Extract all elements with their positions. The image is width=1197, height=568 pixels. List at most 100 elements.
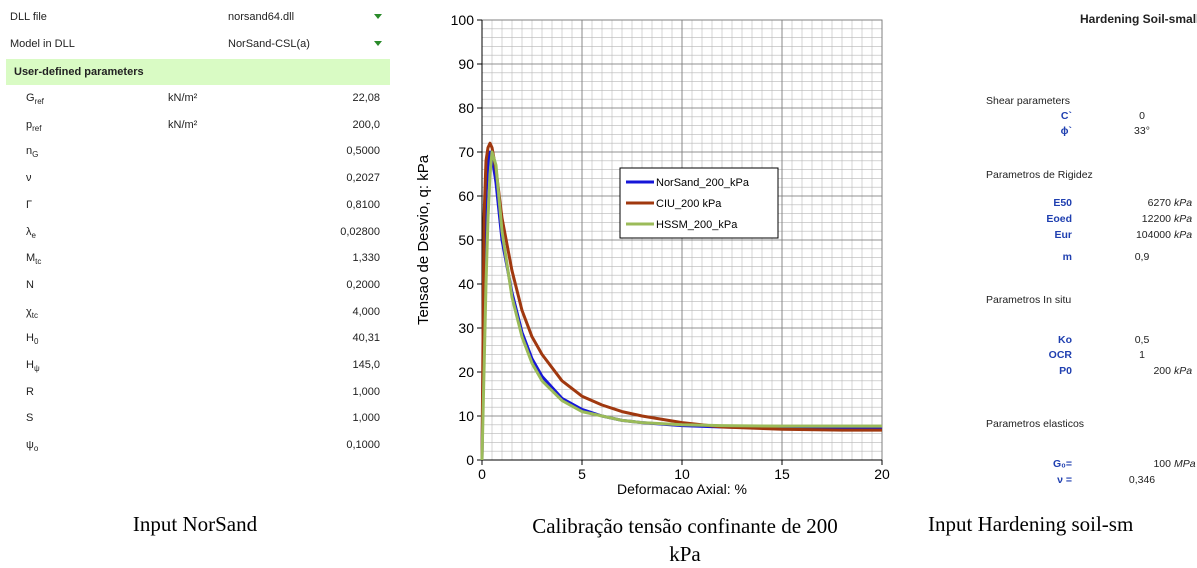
param-symbol: S — [26, 412, 34, 425]
param-name: Hψ — [26, 359, 40, 373]
x-axis-title: Deformacao Axial: % — [617, 481, 747, 497]
param-name: C` — [1060, 110, 1072, 122]
param-value: 0,02800 — [340, 225, 380, 238]
param-unit: kPa — [1174, 365, 1193, 377]
legend-label: HSSM_200_kPa — [656, 219, 738, 231]
param-name: OCR — [1048, 349, 1072, 361]
param-symbol: χ — [26, 305, 32, 318]
section-title: Parametros In situ — [986, 294, 1072, 306]
param-value: 22,08 — [352, 92, 380, 104]
param-subscript: G — [32, 150, 39, 160]
series-line — [480, 150, 882, 461]
param-value: 0,8100 — [346, 198, 380, 211]
param-value: 0,5 — [1134, 334, 1150, 346]
param-unit: kN/m² — [168, 92, 198, 104]
y-tick-label: 20 — [458, 364, 474, 380]
y-tick-label: 50 — [458, 232, 474, 248]
param-value: 0,346 — [1128, 474, 1156, 486]
x-tick-label: 0 — [478, 466, 486, 482]
param-name: ν — [26, 172, 32, 184]
param-value: 0,1000 — [346, 439, 380, 452]
param-name: χtc — [26, 306, 38, 320]
param-value: 104000 — [1135, 229, 1171, 241]
param-name: Γ — [26, 199, 32, 211]
param-value: 0,9 — [1134, 251, 1150, 263]
param-symbol: λ — [26, 225, 32, 238]
param-symbol: R — [26, 385, 34, 398]
param-name: S — [26, 412, 33, 424]
param-symbol: ψ — [26, 439, 34, 452]
param-name: ν = — [1057, 474, 1072, 486]
param-subscript: ref — [34, 97, 44, 107]
y-tick-label: 0 — [466, 452, 474, 468]
param-value: 1 — [1139, 349, 1145, 361]
param-subscript: e — [31, 230, 36, 240]
param-value: 0 — [1139, 110, 1145, 122]
param-value: 0,2027 — [346, 172, 380, 185]
param-value: 200 — [1153, 365, 1171, 377]
label: DLL file — [10, 11, 47, 23]
param-name: m — [1062, 251, 1072, 263]
param-unit: kPa — [1174, 197, 1193, 209]
y-tick-label: 80 — [458, 100, 474, 116]
param-value: 1,000 — [352, 385, 380, 398]
section-header: User-defined parameters — [6, 59, 390, 85]
param-name: P0 — [1059, 365, 1072, 377]
param-subscript: tc — [35, 257, 42, 267]
param-value: 1,000 — [352, 412, 380, 425]
dropdown-value[interactable]: norsand64.dll — [228, 11, 295, 23]
caption: Calibração tensão confinante de 200 kPa — [532, 514, 838, 566]
x-tick-label: 15 — [774, 466, 790, 482]
chart: 0 5 10 15 20 0 10 20 30 40 50 60 70 80 90 100 Deformacao… — [415, 12, 890, 497]
param-subscript: tc — [31, 310, 39, 320]
param-value: 100 — [1153, 458, 1171, 470]
y-tick-label: 40 — [458, 276, 474, 292]
param-name: E50 — [1053, 197, 1072, 209]
param-value: 40,31 — [352, 332, 380, 345]
param-value: 6270 — [1147, 197, 1171, 209]
param-name: Mtc — [26, 252, 41, 266]
param-unit: kN/m² — [168, 118, 198, 131]
x-tick-label: 10 — [674, 466, 690, 482]
param-value: 33° — [1134, 125, 1150, 137]
legend-label: CIU_200 kPa — [656, 198, 722, 210]
section-title: Parametros de Rigidez — [986, 169, 1093, 181]
caption: Input NorSand — [132, 512, 258, 536]
param-value: 1,330 — [352, 252, 380, 265]
caption: Input Hardening soil-sm — [928, 512, 1134, 536]
param-name: Eur — [1054, 229, 1072, 241]
y-tick-label: 100 — [451, 12, 475, 28]
param-subscript: o — [33, 444, 39, 454]
param-name: Gref — [26, 92, 44, 106]
dropdown-value[interactable]: NorSand-CSL(a) — [228, 38, 310, 50]
x-tick-label: 20 — [874, 466, 890, 482]
y-tick-label: 90 — [458, 56, 474, 72]
param-symbol: H — [26, 332, 34, 345]
param-symbol: G — [26, 92, 35, 104]
param-symbol: p — [26, 118, 33, 131]
param-name: ϕ` — [1060, 125, 1072, 137]
param-subscript: ref — [32, 123, 42, 133]
param-symbol: ν — [26, 172, 32, 185]
y-tick-label: 10 — [458, 408, 474, 424]
panel-title: Hardening Soil-small — [1080, 12, 1197, 26]
param-symbol: N — [26, 278, 34, 291]
param-value: 145,0 — [352, 359, 380, 371]
section-title: Parametros elasticos — [986, 418, 1085, 430]
param-name: R — [26, 386, 34, 398]
y-tick-label: 60 — [458, 188, 474, 204]
param-name: Eoed — [1046, 213, 1072, 225]
param-unit: MPa — [1174, 458, 1196, 470]
param-name: Ko — [1058, 334, 1072, 346]
dropdown-arrow[interactable] — [374, 14, 382, 19]
dropdown-arrow[interactable] — [374, 41, 382, 46]
section-title: Shear parameters — [986, 95, 1071, 107]
param-value: 4,000 — [352, 305, 380, 318]
x-tick-label: 5 — [578, 466, 586, 482]
param-symbol: H — [26, 359, 34, 371]
param-name: pref — [26, 119, 41, 133]
param-value: 0,5000 — [346, 145, 380, 158]
y-tick-label: 70 — [458, 144, 474, 160]
param-subscript: ψ — [33, 364, 40, 374]
